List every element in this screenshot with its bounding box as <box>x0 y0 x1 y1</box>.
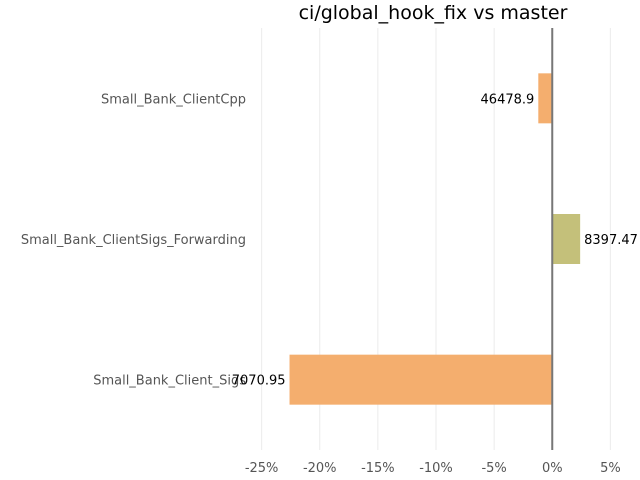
bars <box>289 73 581 405</box>
bar-1 <box>552 214 581 264</box>
x-tick-label-2: -15% <box>361 461 395 476</box>
x-tick-label-6: 5% <box>600 461 621 476</box>
category-label-1: Small_Bank_ClientSigs_Forwarding <box>21 233 246 248</box>
x-axis-tick-labels: -25% -20% -15% -10% -5% 0% 5% <box>245 461 621 476</box>
x-tick-label-3: -10% <box>419 461 453 476</box>
data-label-0: 46478.9 <box>481 92 535 107</box>
x-tick-label-1: -20% <box>303 461 337 476</box>
data-label-2: 7070.95 <box>232 374 286 389</box>
category-label-2: Small_Bank_Client_Sigs <box>93 374 246 389</box>
bar-2 <box>289 354 553 405</box>
chart-title: ci/global_hook_fix vs master <box>299 2 568 24</box>
category-label-0: Small_Bank_ClientCpp <box>101 92 246 107</box>
x-tick-label-5: 0% <box>542 461 563 476</box>
bar-0 <box>538 73 553 124</box>
data-labels: 46478.9 8397.47 7070.95 <box>232 92 638 388</box>
x-tick-label-4: -5% <box>481 461 506 476</box>
category-labels: Small_Bank_ClientCpp Small_Bank_ClientSig… <box>21 92 246 388</box>
data-label-1: 8397.47 <box>584 233 638 248</box>
x-tick-label-0: -25% <box>245 461 279 476</box>
